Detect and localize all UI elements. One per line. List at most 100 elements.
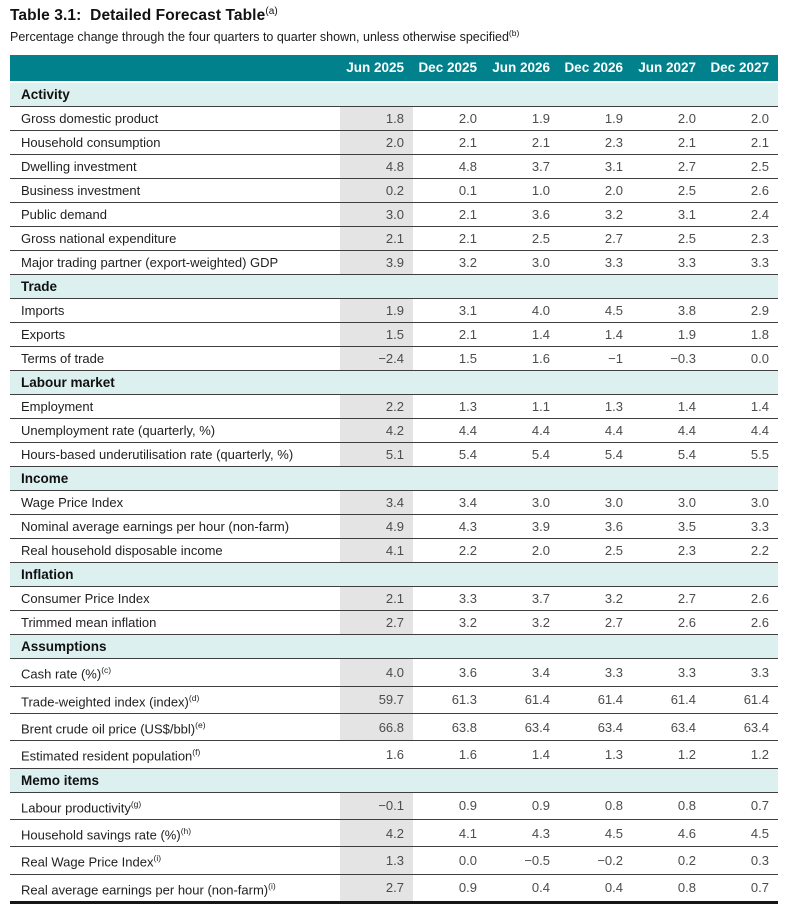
table-row: Dwelling investment 4.8 4.8 3.7 3.1 2.7 2.5 bbox=[10, 154, 778, 180]
cell-value: 3.3 bbox=[413, 586, 486, 612]
cell-value: 1.9 bbox=[486, 106, 559, 132]
cell-value: −0.5 bbox=[486, 846, 559, 875]
cell-value: 2.0 bbox=[486, 538, 559, 564]
section-title: Income bbox=[10, 466, 778, 492]
cell-value: 5.4 bbox=[632, 442, 705, 468]
cell-value: 2.1 bbox=[413, 130, 486, 156]
section-title: Assumptions bbox=[10, 634, 778, 660]
table-subtitle-footnote-marker: (b) bbox=[508, 28, 520, 39]
cell-value: 0.9 bbox=[413, 874, 486, 904]
table-title-text: Table 3.1: Detailed Forecast Table bbox=[10, 7, 266, 25]
cell-value: 0.8 bbox=[632, 874, 705, 904]
column-header-dec-2026: Dec 2026 bbox=[559, 55, 632, 84]
cell-value: 1.1 bbox=[486, 394, 559, 420]
cell-value: 4.2 bbox=[340, 418, 413, 444]
cell-value: 2.1 bbox=[340, 586, 413, 612]
cell-value: 2.1 bbox=[413, 322, 486, 348]
cell-value: 2.1 bbox=[340, 226, 413, 252]
row-label: Consumer Price Index bbox=[10, 586, 340, 612]
table-row: Hours-based underutilisation rate (quart… bbox=[10, 442, 778, 468]
row-label-text: Gross domestic product bbox=[21, 111, 159, 127]
cell-value: 1.0 bbox=[486, 178, 559, 204]
cell-value: 63.8 bbox=[413, 713, 486, 742]
cell-value: 1.4 bbox=[559, 322, 632, 348]
cell-value: 5.4 bbox=[559, 442, 632, 468]
table-row: Consumer Price Index 2.1 3.3 3.7 3.2 2.7 2.6 bbox=[10, 586, 778, 612]
cell-value: 4.4 bbox=[705, 418, 778, 444]
forecast-table-body: Activity Gross domestic product 1.8 2.0 1.9 1… bbox=[10, 82, 778, 904]
row-label: Exports bbox=[10, 322, 340, 348]
cell-value: 2.1 bbox=[486, 130, 559, 156]
cell-value: 1.3 bbox=[559, 740, 632, 769]
cell-value: 1.3 bbox=[559, 394, 632, 420]
cell-value: 2.2 bbox=[705, 538, 778, 564]
cell-value: 2.7 bbox=[559, 226, 632, 252]
cell-value: 2.0 bbox=[413, 106, 486, 132]
cell-value: 0.9 bbox=[486, 792, 559, 820]
cell-value: 3.7 bbox=[486, 154, 559, 180]
row-label-footnote-marker: (d) bbox=[188, 692, 200, 703]
cell-value: 4.5 bbox=[559, 298, 632, 324]
row-label-footnote-marker: (i) bbox=[268, 880, 276, 891]
row-label: Major trading partner (export-weighted) … bbox=[10, 250, 340, 276]
cell-value: 0.7 bbox=[705, 874, 778, 904]
cell-value: 66.8 bbox=[340, 713, 413, 742]
section-header-row: Memo items bbox=[10, 768, 778, 793]
cell-value: −0.3 bbox=[632, 346, 705, 372]
section-header-row: Income bbox=[10, 466, 778, 492]
table-title-footnote-marker: (a) bbox=[265, 6, 278, 17]
cell-value: 2.6 bbox=[632, 610, 705, 636]
cell-value: 1.4 bbox=[486, 322, 559, 348]
row-label: Employment bbox=[10, 394, 340, 420]
table-row: Trimmed mean inflation 2.7 3.2 3.2 2.7 2.6 2.6 bbox=[10, 610, 778, 636]
cell-value: 5.1 bbox=[340, 442, 413, 468]
row-label-text: Unemployment rate (quarterly, %) bbox=[21, 423, 216, 439]
column-header-dec-2027: Dec 2027 bbox=[705, 55, 778, 84]
cell-value: 0.4 bbox=[559, 874, 632, 904]
cell-value: 3.0 bbox=[632, 490, 705, 516]
row-label-text: Employment bbox=[21, 399, 94, 415]
table-row: Trade-weighted index (index)(d) 59.7 61.3 6… bbox=[10, 686, 778, 714]
cell-value: 3.4 bbox=[486, 658, 559, 687]
cell-value: 3.0 bbox=[486, 250, 559, 276]
row-label-text: Imports bbox=[21, 303, 65, 319]
row-label: Real Wage Price Index(i) bbox=[10, 846, 340, 875]
forecast-table-header: Jun 2025 Dec 2025 Jun 2026 Dec 2026 Jun … bbox=[10, 55, 778, 84]
cell-value: 1.8 bbox=[705, 322, 778, 348]
row-label: Gross domestic product bbox=[10, 106, 340, 132]
column-header-jun-2027: Jun 2027 bbox=[632, 55, 705, 84]
row-label: Trade-weighted index (index)(d) bbox=[10, 686, 340, 714]
cell-value: 2.7 bbox=[340, 610, 413, 636]
row-label-footnote-marker: (c) bbox=[101, 665, 112, 676]
cell-value: 2.0 bbox=[632, 106, 705, 132]
table-title: Table 3.1: Detailed Forecast Table(a) bbox=[10, 6, 778, 25]
cell-value: 0.9 bbox=[413, 792, 486, 820]
table-row: Household consumption 2.0 2.1 2.1 2.3 2.1 2.1 bbox=[10, 130, 778, 156]
cell-value: 2.0 bbox=[340, 130, 413, 156]
table-row: Employment 2.2 1.3 1.1 1.3 1.4 1.4 bbox=[10, 394, 778, 420]
row-label-footnote-marker: (h) bbox=[180, 825, 192, 836]
cell-value: 4.6 bbox=[632, 819, 705, 848]
cell-value: 3.3 bbox=[632, 250, 705, 276]
cell-value: 4.4 bbox=[632, 418, 705, 444]
table-row: Labour productivity(g) −0.1 0.9 0.9 0.8 0.8 0.… bbox=[10, 792, 778, 820]
row-label-text: Brent crude oil price (US$/bbl) bbox=[21, 721, 196, 737]
section-title: Memo items bbox=[10, 768, 778, 793]
cell-value: 0.8 bbox=[632, 792, 705, 820]
row-label-footnote-marker: (g) bbox=[130, 798, 142, 809]
cell-value: 4.8 bbox=[340, 154, 413, 180]
cell-value: 3.3 bbox=[559, 250, 632, 276]
row-label-text: Real average earnings per hour (non-farm… bbox=[21, 881, 269, 897]
cell-value: 3.3 bbox=[705, 658, 778, 687]
cell-value: 3.5 bbox=[632, 514, 705, 540]
row-label-text: Household consumption bbox=[21, 135, 161, 151]
cell-value: 2.7 bbox=[559, 610, 632, 636]
cell-value: 0.8 bbox=[559, 792, 632, 820]
row-label-text: Real household disposable income bbox=[21, 543, 223, 559]
cell-value: 2.7 bbox=[340, 874, 413, 904]
cell-value: 63.4 bbox=[705, 713, 778, 742]
cell-value: 4.3 bbox=[486, 819, 559, 848]
cell-value: 3.1 bbox=[413, 298, 486, 324]
cell-value: 2.2 bbox=[340, 394, 413, 420]
cell-value: 2.9 bbox=[705, 298, 778, 324]
